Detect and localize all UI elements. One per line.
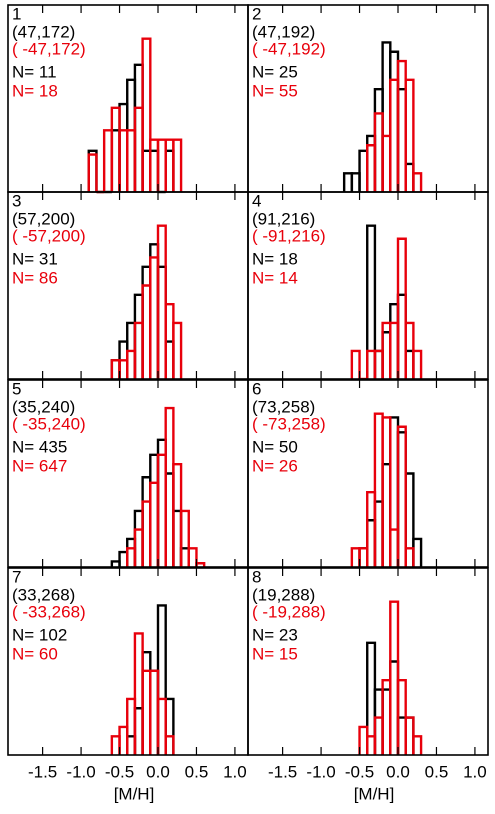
panel-number: 8: [252, 567, 261, 586]
legend-entry: N= 435: [12, 437, 67, 456]
x-tick-label: -1.0: [66, 762, 95, 781]
coordinates: (47,172): [12, 22, 75, 41]
histogram-bin: [172, 138, 183, 192]
legend-entry: N= 50: [252, 437, 298, 456]
legend-entry: N= 25: [252, 62, 298, 81]
panel-number: 1: [12, 4, 21, 23]
x-tick-label: 1.0: [463, 762, 487, 781]
legend-entry: N= 15: [252, 644, 298, 663]
legend-entry: N= 23: [252, 625, 298, 644]
coordinates: ( -33,268): [12, 602, 86, 621]
x-tick-label: -1.5: [268, 762, 297, 781]
legend-entry: N= 55: [252, 81, 298, 100]
coordinates: ( -19,288): [252, 602, 326, 621]
panel-frame: [247, 379, 489, 568]
histogram-bin: [350, 349, 361, 379]
panel-frame: [247, 567, 489, 756]
coordinates: ( -91,216): [252, 226, 326, 245]
histogram-bin: [389, 600, 400, 755]
legend-entry: N= 11: [12, 62, 57, 81]
x-tick-label: -0.5: [105, 762, 134, 781]
coordinates: ( -35,240): [12, 414, 86, 433]
panel-number: 2: [252, 4, 261, 23]
panel-frame: [247, 191, 489, 380]
coordinates: ( -57,200): [12, 226, 86, 245]
histogram-bin: [164, 735, 175, 755]
histogram-bin: [396, 237, 407, 379]
coordinates: ( -73,258): [252, 414, 326, 433]
histogram-bin: [381, 416, 392, 567]
histogram-bin: [141, 37, 152, 192]
x-axis-label: [M/H]: [114, 784, 155, 803]
legend-entry: N= 26: [252, 456, 298, 475]
panel-number: 6: [252, 379, 261, 398]
legend-entry: N= 14: [252, 268, 298, 287]
histogram-bin: [87, 153, 98, 192]
histogram-bin: [172, 321, 183, 379]
histogram-bin: [404, 547, 415, 567]
x-tick-label: 0.5: [425, 762, 449, 781]
coordinates: ( -47,172): [12, 39, 86, 58]
histogram-bin: [187, 547, 198, 567]
x-tick-label: 0.5: [185, 762, 209, 781]
panel-number: 7: [12, 567, 21, 586]
coordinates: (47,192): [252, 22, 315, 41]
histogram-bin: [156, 697, 167, 755]
histogram-bin: [404, 78, 415, 192]
panel-number: 4: [252, 191, 261, 210]
x-axis-label: [M/H]: [354, 784, 395, 803]
histogram-bin: [396, 425, 407, 567]
x-tick-label: 0.0: [146, 762, 170, 781]
legend-entry: N= 647: [12, 456, 67, 475]
x-tick-label: -1.0: [306, 762, 335, 781]
x-tick-label: -0.5: [345, 762, 374, 781]
coordinates: ( -47,192): [252, 39, 326, 58]
histogram-bin: [412, 735, 423, 755]
coordinates: (91,216): [252, 209, 315, 228]
coordinates: (73,258): [252, 397, 315, 416]
histogram-bin: [179, 509, 190, 567]
x-tick-label: 0.0: [386, 762, 410, 781]
legend-entry: N= 31: [12, 249, 58, 268]
legend-entry: N= 18: [252, 249, 298, 268]
coordinates: (33,268): [12, 585, 75, 604]
legend-entry: N= 60: [12, 644, 58, 663]
legend-entry: N= 18: [12, 81, 58, 100]
panel-number: 3: [12, 191, 21, 210]
histogram-bin: [412, 172, 423, 192]
legend-entry: N= 102: [12, 625, 67, 644]
histogram-bin: [412, 349, 423, 379]
panel-number: 5: [12, 379, 21, 398]
histogram-bin: [366, 224, 377, 379]
coordinates: (57,200): [12, 209, 75, 228]
x-tick-label: 1.0: [223, 762, 247, 781]
legend-entry: N= 86: [12, 268, 58, 287]
coordinates: (35,240): [12, 397, 75, 416]
histogram-bin: [156, 224, 167, 379]
coordinates: (19,288): [252, 585, 315, 604]
x-tick-label: -1.5: [28, 762, 57, 781]
